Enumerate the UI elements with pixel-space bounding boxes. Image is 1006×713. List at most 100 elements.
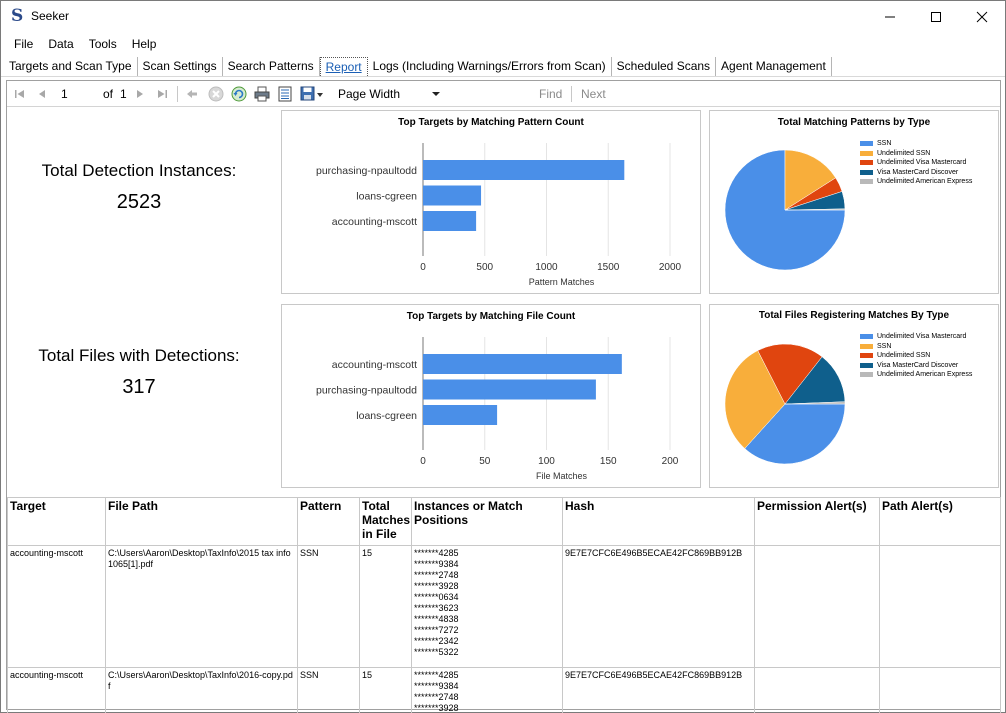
cell-file-path: C:\Users\Aaron\Desktop\TaxInfo\2015 tax … [105,545,298,668]
minimize-button[interactable] [867,1,913,32]
refresh-button[interactable] [230,85,248,103]
menu-bar: File Data Tools Help [1,34,1005,54]
stop-button[interactable] [207,85,225,103]
current-page-input[interactable]: 1 [61,87,68,101]
instance-value: *******4838 [414,614,459,624]
legend-label: Visa MasterCard Discover [877,361,959,369]
tab-search-patterns[interactable]: Search Patterns [223,57,320,76]
bar [423,379,596,400]
cell-total-matches: 15 [359,545,412,668]
menu-tools[interactable]: Tools [88,37,117,51]
table-row[interactable]: accounting-mscott C:\Users\Aaron\Desktop\… [7,545,1001,668]
toolbar-separator [177,86,178,102]
legend-swatch [860,362,873,368]
tab-scheduled-scans[interactable]: Scheduled Scans [612,57,717,76]
maximize-icon [931,11,941,22]
patterns-by-type-chart-title: Total Matching Patterns by Type [777,117,931,128]
seeker-logo-icon: S [11,6,24,26]
category-label: loans-cgreen [356,191,417,203]
column-header-target[interactable]: Target [7,497,106,546]
legend-label: Undelimited American Express [877,178,973,186]
pie-slice [784,401,846,405]
chevron-down-icon [432,92,440,96]
page-layout-button[interactable] [276,85,294,103]
instance-value: *******5322 [414,647,459,657]
legend-swatch [860,372,873,378]
pie-slice [784,149,837,211]
instance-value: *******2748 [414,692,459,702]
legend-swatch [860,141,873,147]
legend-label: SSN [877,342,892,350]
title-bar: S Seeker [1,1,1005,32]
cell-instances: *******4285 *******9384 *******2748 *******… [411,667,563,713]
cell-hash: 9E7E7CFC6E496B5ECAE42FC869BB912B [562,667,755,713]
x-tick-label: 50 [479,456,491,467]
print-button[interactable] [253,85,271,103]
cell-hash: 9E7E7CFC6E496B5ECAE42FC869BB912B [562,545,755,668]
page-total: 1 [120,87,127,101]
category-label: accounting-mscott [332,359,417,371]
cell-path-alerts [879,545,1001,668]
bar [423,405,498,425]
detections-summary: Total Detection Instances: 2523 [19,161,259,214]
find-link[interactable]: Find [539,87,563,101]
file-count-chart-title: Top Targets by Matching File Count [406,311,576,322]
legend-swatch [860,160,873,166]
x-axis-label: Pattern Matches [529,277,595,287]
menu-help[interactable]: Help [131,37,157,51]
find-separator [571,86,572,102]
previous-page-button[interactable] [35,85,49,103]
tab-logs[interactable]: Logs (Including Warnings/Errors from Sca… [368,57,612,76]
legend-swatch [860,169,873,175]
menu-data[interactable]: Data [48,37,74,51]
x-tick-label: 200 [662,456,679,467]
legend-swatch [860,343,873,349]
patterns-by-type-pie-chart [724,149,846,271]
category-label: accounting-mscott [332,216,417,228]
export-button[interactable] [299,85,325,103]
x-tick-label: 1500 [597,262,620,273]
window-title: Seeker [31,9,70,23]
instance-value: *******3928 [414,703,459,713]
cell-total-matches: 15 [359,667,412,713]
cell-instances: *******4285 *******9384 *******2748 *******… [411,545,563,668]
category-label: purchasing-npaultodd [316,165,417,177]
maximize-button[interactable] [913,1,959,32]
column-header-total-matches[interactable]: Total Matches in File [359,497,412,546]
table-row[interactable]: accounting-mscott C:\Users\Aaron\Desktop\… [7,667,1001,713]
column-header-hash[interactable]: Hash [562,497,755,546]
column-header-permission-alerts[interactable]: Permission Alert(s) [754,497,880,546]
back-button[interactable] [184,85,200,103]
pie-slice [784,208,846,211]
x-tick-label: 100 [538,456,555,467]
column-header-pattern[interactable]: Pattern [297,497,360,546]
close-button[interactable] [959,1,1005,32]
cell-pattern: SSN [297,667,360,713]
save-export-icon [300,86,323,101]
menu-file[interactable]: File [14,37,34,51]
first-page-icon [15,90,24,98]
next-page-button[interactable] [133,85,147,103]
legend-item: Undelimited American Express [860,177,972,187]
legend-swatch [860,334,873,340]
first-page-button[interactable] [13,85,27,103]
back-arrow-icon [187,90,197,98]
page-layout-icon [278,86,292,102]
next-link[interactable]: Next [581,87,606,101]
zoom-dropdown-button[interactable] [431,85,441,103]
legend-item: SSN [860,139,972,149]
tab-scan-settings[interactable]: Scan Settings [138,57,223,76]
cell-file-path: C:\Users\Aaron\Desktop\TaxInfo\2016-copy… [105,667,298,713]
report-toolbar: 1 of 1 [7,81,1000,107]
column-header-instances[interactable]: Instances or Match Positions [411,497,563,546]
tab-report[interactable]: Report [319,57,368,76]
cell-target: accounting-mscott [7,667,106,713]
close-icon [976,11,988,22]
tab-agent-management[interactable]: Agent Management [716,57,832,76]
zoom-select[interactable]: Page Width [338,87,401,101]
last-page-button[interactable] [155,85,169,103]
column-header-path-alerts[interactable]: Path Alert(s) [879,497,1001,546]
tab-targets-and-scan-type[interactable]: Targets and Scan Type [1,57,138,76]
pie-slice [757,343,823,405]
column-header-file-path[interactable]: File Path [105,497,298,546]
